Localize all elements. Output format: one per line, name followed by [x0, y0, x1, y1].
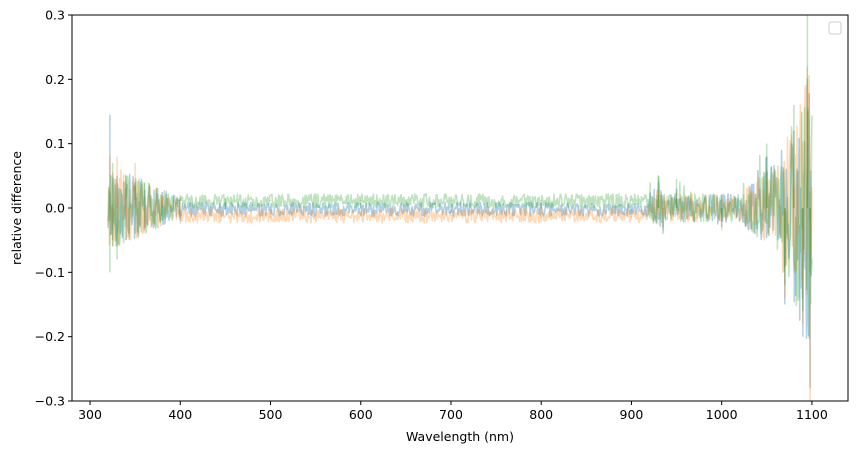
x-axis: 300 400 500 600 700 800 900 1000 1100 [78, 401, 828, 422]
x-tick-label: 300 [78, 407, 102, 422]
y-axis: −0.3 −0.2 −0.1 0.0 0.1 0.2 0.3 [35, 8, 72, 409]
x-tick-label: 500 [259, 407, 283, 422]
series-line [107, 78, 813, 340]
x-tick-label: 900 [620, 407, 644, 422]
y-tick-label: 0.0 [45, 201, 65, 216]
x-axis-label: Wavelength (nm) [406, 429, 514, 444]
y-tick-label: −0.2 [35, 329, 65, 344]
x-tick-label: 600 [349, 407, 373, 422]
x-tick-label: 400 [168, 407, 192, 422]
series-layer [107, 15, 813, 401]
legend-box [828, 21, 842, 35]
x-tick-label: 1100 [796, 407, 828, 422]
y-tick-label: 0.3 [45, 8, 65, 23]
y-tick-label: −0.1 [35, 265, 65, 280]
x-tick-label: 700 [439, 407, 463, 422]
y-tick-label: −0.3 [35, 394, 65, 409]
series-line [107, 75, 813, 296]
y-axis-label: relative difference [9, 151, 24, 265]
series-line [107, 106, 813, 340]
x-tick-label: 800 [529, 407, 553, 422]
x-tick-label: 1000 [706, 407, 738, 422]
plot-area [71, 14, 849, 402]
y-tick-label: 0.1 [45, 136, 65, 151]
y-tick-label: 0.2 [45, 72, 65, 87]
